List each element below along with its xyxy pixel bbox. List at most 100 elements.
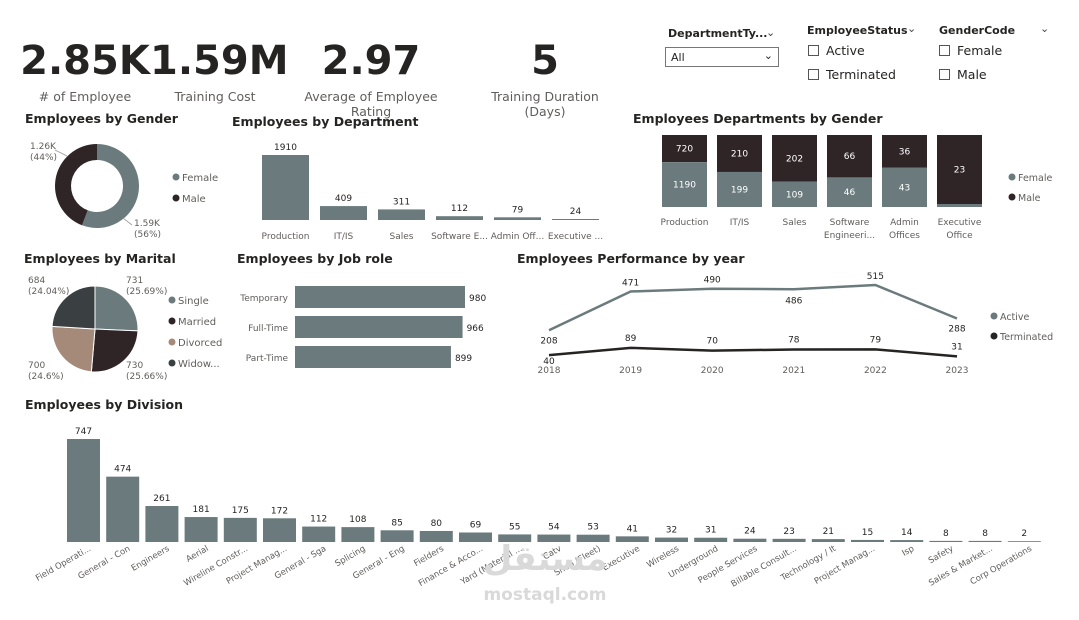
legend-label: Male [182, 194, 206, 205]
data-label: 14 [901, 528, 913, 538]
bar [498, 534, 532, 542]
bar [772, 538, 806, 542]
bar [733, 538, 767, 542]
bar [929, 540, 963, 542]
watermark-arabic: مستقل [482, 539, 608, 579]
slicer-title: DepartmentTy... [668, 27, 768, 40]
data-label: 175 [232, 506, 249, 516]
data-label: 69 [470, 520, 482, 530]
bar [67, 439, 100, 542]
kpi-value: 1.59M [150, 38, 289, 84]
kpi-label: Training Duration (Days) [491, 89, 599, 119]
data-label: 80 [431, 519, 443, 529]
bar [302, 526, 336, 542]
data-label: 210 [731, 149, 748, 159]
bar [380, 530, 414, 542]
data-label: 43 [899, 183, 910, 193]
legend-label: Active [1000, 312, 1030, 323]
legend-marker [168, 296, 176, 304]
kpi-value: 2.97 [321, 38, 421, 84]
chevron-down-icon[interactable]: ⌄ [907, 22, 917, 35]
data-label: 108 [349, 515, 366, 525]
bar-female [772, 181, 817, 207]
axis-tick-label: 2020 [701, 366, 724, 376]
bar [341, 527, 375, 542]
data-label: 720 [676, 145, 693, 155]
data-label: 515 [867, 272, 884, 282]
axis-tick-label: 2019 [619, 366, 642, 376]
data-label: 46 [844, 188, 856, 198]
legend-marker [168, 338, 176, 346]
axis-tick-label: Part-Time [246, 354, 289, 364]
data-label: 109 [786, 190, 803, 200]
axis-tick-label: Isp [901, 544, 917, 559]
data-label: 66 [844, 152, 856, 162]
bar [184, 517, 218, 542]
checkbox-male[interactable]: Male [939, 67, 987, 82]
data-label: 8 [943, 529, 949, 539]
data-label: 85 [391, 518, 402, 528]
legend-marker [172, 173, 180, 181]
chart-title-gender: Employees by Gender [25, 111, 178, 126]
data-label: 899 [455, 354, 472, 364]
bar [655, 537, 688, 542]
data-label: 731 [126, 276, 143, 286]
data-label: 54 [548, 523, 560, 533]
bar [576, 534, 610, 542]
data-label: 55 [509, 522, 520, 532]
checkbox-active[interactable]: Active [808, 43, 865, 58]
bar-female [882, 167, 927, 207]
checkbox-label: Male [957, 67, 987, 82]
bar [811, 539, 845, 542]
donut-slice-female [82, 144, 139, 228]
legend-marker [1008, 193, 1016, 201]
data-label: 41 [627, 524, 638, 534]
data-label: 202 [786, 154, 803, 164]
checkbox-terminated[interactable]: Terminated [808, 67, 896, 82]
checkbox-label: Female [957, 43, 1003, 58]
gender-donut-chart: 1.59K(56%) 1.26K(44%) Female Male [30, 142, 218, 240]
chart-title-division: Employees by Division [25, 397, 184, 412]
bar [615, 536, 649, 542]
data-label: 747 [75, 427, 92, 437]
kpi-label: Average of Employee Rating [304, 89, 438, 119]
data-label: 288 [948, 324, 965, 334]
axis-tick-label: Engineers [130, 544, 172, 574]
data-label: 21 [823, 527, 834, 537]
bar [694, 537, 728, 542]
axis-tick-label: Offices [889, 231, 920, 241]
legend-marker [1008, 173, 1016, 181]
checkbox-box[interactable] [939, 45, 950, 56]
pie-slice [90, 328, 139, 373]
watermark-text: mostaql.com [483, 585, 607, 605]
axis-tick-label: Billable Consult... [730, 544, 799, 590]
axis-tick-label: Admin [890, 218, 919, 228]
checkbox-box[interactable] [808, 69, 819, 80]
chart-title-marital: Employees by Marital [24, 251, 176, 266]
data-label: 1190 [673, 181, 696, 191]
marital-pie-chart: 731(25.69%) 730(25.66%) 700(24.6%) 684(24.0… [28, 276, 222, 382]
legend-label: Single [178, 296, 209, 307]
data-label: 31 [705, 526, 716, 536]
data-label: 1.26K [30, 142, 57, 152]
bar [459, 532, 492, 542]
bar-male [882, 135, 927, 168]
bar [145, 506, 179, 542]
data-label: 32 [666, 526, 677, 536]
chevron-down-icon[interactable]: ⌄ [1040, 22, 1050, 35]
axis-tick-label: 2022 [864, 366, 887, 376]
axis-tick-label: IT/IS [334, 232, 354, 242]
bar [378, 209, 425, 220]
bar [295, 316, 463, 338]
data-label: 311 [393, 197, 410, 207]
data-label: 31 [951, 342, 962, 352]
department-dropdown[interactable]: All ⌄ [665, 47, 779, 67]
checkbox-box[interactable] [939, 69, 950, 80]
data-label: 208 [540, 336, 557, 346]
chevron-down-icon[interactable]: ⌄ [766, 26, 776, 39]
data-label: 474 [114, 465, 131, 475]
checkbox-female[interactable]: Female [939, 43, 1002, 58]
checkbox-box[interactable] [808, 45, 819, 56]
leader-line [54, 149, 68, 157]
data-label: 1910 [274, 143, 297, 153]
